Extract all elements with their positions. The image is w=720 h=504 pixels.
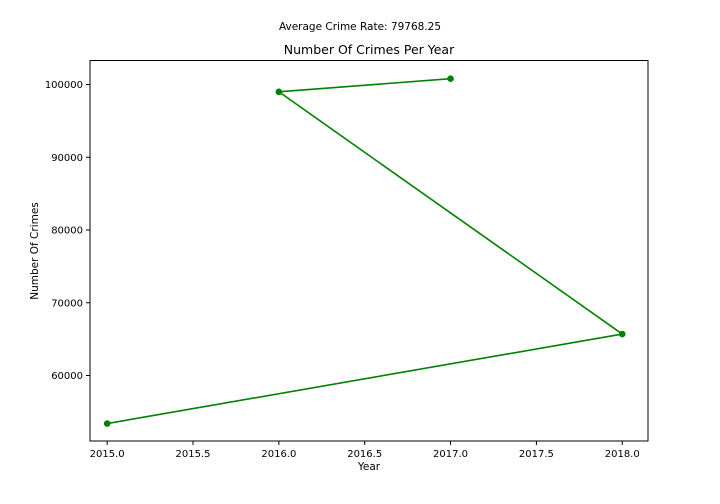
x-tick-label: 2016.0 [261,449,296,460]
data-point [447,75,454,82]
data-point [618,330,626,338]
x-axis-ticks: 2015.0 2015.5 2016.0 2016.5 2017.0 2017.5 2018… [90,441,640,460]
x-tick-label: 2015.5 [176,449,211,460]
plot-area-frame [89,60,649,442]
y-axis-ticks: 60000 70000 80000 90000 100000 [45,80,90,382]
x-tick-label: 2017.5 [519,449,554,460]
y-axis-label: Number Of Crimes [29,202,41,300]
y-tick-label: 100000 [45,80,83,91]
data-point [275,88,283,96]
y-tick-label: 90000 [51,153,83,164]
y-tick-label: 70000 [51,298,83,309]
chart-title: Number Of Crimes Per Year [284,42,455,57]
chart-suptitle: Average Crime Rate: 79768.25 [279,21,441,33]
x-tick-label: 2017.0 [433,449,468,460]
series-line [107,77,624,425]
x-tick-label: 2015.0 [90,449,125,460]
x-axis-label: Year [357,461,381,473]
x-tick-label: 2018.0 [605,449,640,460]
series-crimes [103,75,626,427]
x-tick-label: 2016.5 [347,449,382,460]
y-tick-label: 80000 [51,226,83,237]
y-tick-label: 60000 [51,371,83,382]
data-point [103,420,111,427]
